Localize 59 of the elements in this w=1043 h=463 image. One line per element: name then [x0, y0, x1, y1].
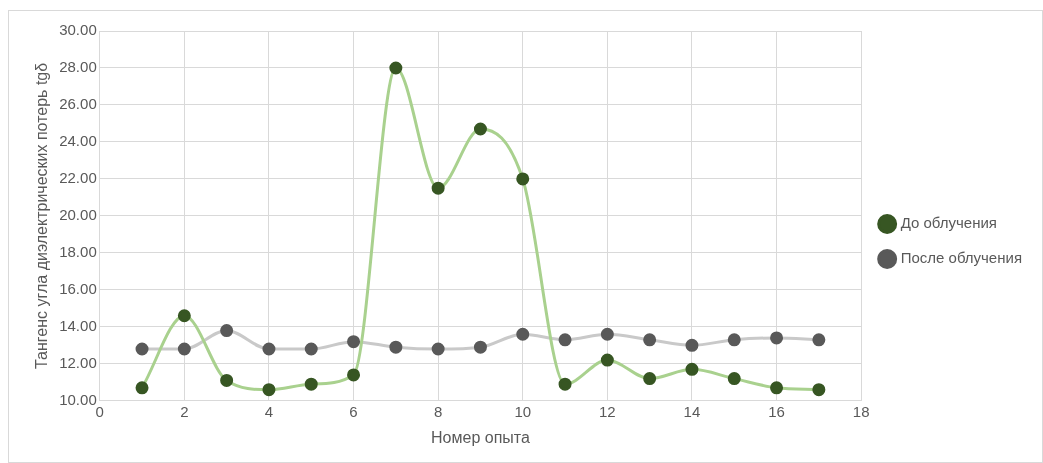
point [220, 324, 234, 338]
point [262, 342, 276, 356]
y-tick-label: 24.00 [59, 132, 97, 150]
x-tick-label: 4 [264, 402, 274, 420]
x-tick-label: 8 [433, 402, 443, 420]
y-tick-label: 26.00 [59, 95, 97, 113]
x-tick-label: 2 [180, 402, 189, 420]
y-tick-label: 18.00 [59, 243, 97, 261]
point [558, 333, 572, 347]
x-tick-label: 14 [683, 402, 701, 420]
y-tick-label: 16.00 [59, 280, 97, 297]
point [135, 342, 149, 356]
point [177, 309, 191, 323]
point [558, 377, 572, 391]
point [643, 372, 657, 386]
y-tick-label: 20.00 [59, 206, 97, 224]
point [177, 342, 191, 356]
point [135, 381, 149, 395]
point [347, 368, 361, 382]
legend-label: До облучения [900, 214, 997, 232]
x-axis-title: Номер опыта [431, 428, 530, 446]
point [812, 333, 826, 347]
point [431, 181, 445, 195]
point [812, 383, 826, 397]
point [304, 377, 318, 391]
x-tick-label: 0 [95, 402, 104, 420]
point [431, 342, 445, 356]
point [516, 327, 530, 341]
point [516, 172, 530, 186]
y-tick-label: 22.00 [59, 169, 97, 187]
point [262, 383, 276, 397]
point [727, 333, 741, 347]
point [685, 338, 699, 352]
point [220, 373, 234, 387]
point [685, 362, 699, 376]
point [770, 331, 784, 345]
point [643, 333, 657, 347]
x-tick-label: 10 [514, 402, 532, 420]
x-tick-label: 6 [349, 402, 358, 420]
point [600, 327, 614, 341]
point [389, 340, 403, 354]
y-tick-label: 28.00 [59, 58, 97, 76]
legend-label: После облучения [900, 249, 1022, 267]
y-axis-title: Тангенс угла диэлектрических потерь tgδ [33, 62, 51, 369]
y-tick-label: 10.00 [59, 390, 97, 408]
point [473, 122, 487, 136]
point [600, 353, 614, 367]
x-tick-label: 18 [852, 402, 870, 420]
point [304, 342, 318, 356]
point [770, 381, 784, 395]
point [727, 372, 741, 386]
x-tick-label: 12 [599, 402, 616, 420]
y-tick-label: 14.00 [59, 316, 97, 334]
y-tick-label: 30.00 [59, 21, 97, 39]
point [389, 61, 403, 75]
point [473, 340, 487, 354]
y-tick-label: 12.00 [59, 353, 97, 371]
point [347, 335, 361, 349]
x-tick-label: 16 [768, 402, 785, 420]
